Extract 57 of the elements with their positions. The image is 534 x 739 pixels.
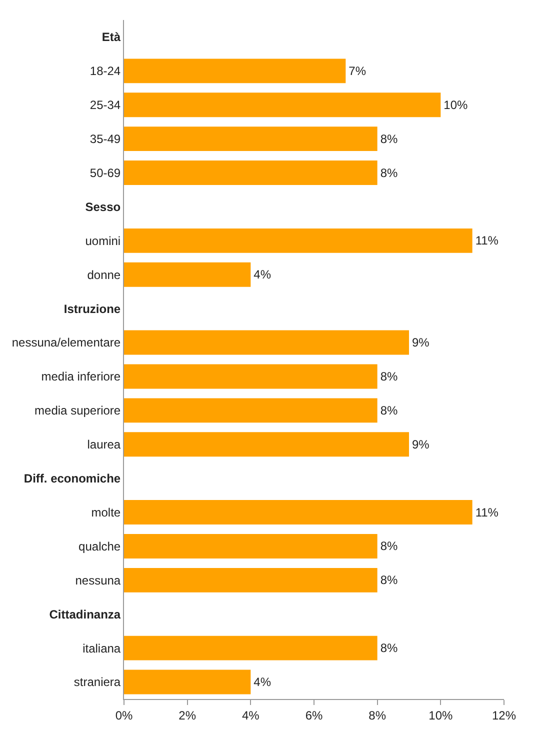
bar <box>124 262 251 287</box>
bar <box>124 636 378 660</box>
data-label: 8% <box>380 641 398 656</box>
bar <box>124 364 378 389</box>
data-label: 11% <box>475 505 499 520</box>
bar <box>124 92 441 118</box>
data-label: 9% <box>412 336 430 350</box>
y-tick-label: 35-49 <box>90 132 121 146</box>
x-tick-label: 6% <box>305 708 323 722</box>
bar <box>124 568 378 592</box>
y-tick-label: molte <box>91 505 121 520</box>
y-tick-label: italiana <box>82 641 121 656</box>
bar <box>124 500 472 524</box>
data-label: 4% <box>254 675 272 690</box>
bar <box>124 432 409 457</box>
x-tick-label: 2% <box>178 708 196 722</box>
bar <box>124 534 378 558</box>
data-label: 4% <box>254 268 272 282</box>
data-label: 8% <box>380 132 398 146</box>
bar <box>124 126 378 152</box>
bar <box>124 330 409 355</box>
x-tick-label: 12% <box>492 708 516 722</box>
y-tick-label: media superiore <box>34 404 121 418</box>
bar <box>124 670 251 694</box>
y-tick-label: qualche <box>78 539 121 554</box>
y-tick-label: media inferiore <box>41 370 121 384</box>
bar <box>124 398 378 423</box>
y-tick-label: 25-34 <box>90 98 121 112</box>
data-label: 11% <box>475 234 499 248</box>
x-tick-label: 10% <box>428 708 453 722</box>
y-tick-label: donne <box>87 268 121 282</box>
data-label: 9% <box>412 437 430 452</box>
y-tick-label: nessuna/elementare <box>12 336 121 350</box>
data-label: 8% <box>380 166 398 180</box>
y-tick-label: uomini <box>85 234 121 248</box>
x-tick-label: 8% <box>368 708 386 722</box>
bar <box>124 58 346 84</box>
y-tick-label: Sesso <box>85 200 121 214</box>
y-tick-label: nessuna <box>75 573 121 588</box>
y-tick-label: laurea <box>87 438 121 452</box>
y-tick-label: Età <box>102 30 121 44</box>
y-tick-label: Cittadinanza <box>49 607 121 622</box>
data-label: 8% <box>380 369 398 384</box>
x-tick-label: 0% <box>115 708 133 722</box>
data-label: 7% <box>348 64 366 78</box>
y-tick-label: Diff. economiche <box>24 472 121 486</box>
data-label: 8% <box>380 573 398 588</box>
y-tick-label: Istruzione <box>64 302 121 316</box>
data-label: 8% <box>380 539 398 554</box>
y-tick-label: straniera <box>74 675 121 690</box>
bar <box>124 228 472 253</box>
data-label: 8% <box>380 403 398 418</box>
y-tick-label: 50-69 <box>90 166 121 180</box>
bar <box>124 160 378 185</box>
x-tick-label: 4% <box>242 708 260 722</box>
data-label: 10% <box>444 98 468 112</box>
y-tick-label: 18-24 <box>90 64 121 78</box>
